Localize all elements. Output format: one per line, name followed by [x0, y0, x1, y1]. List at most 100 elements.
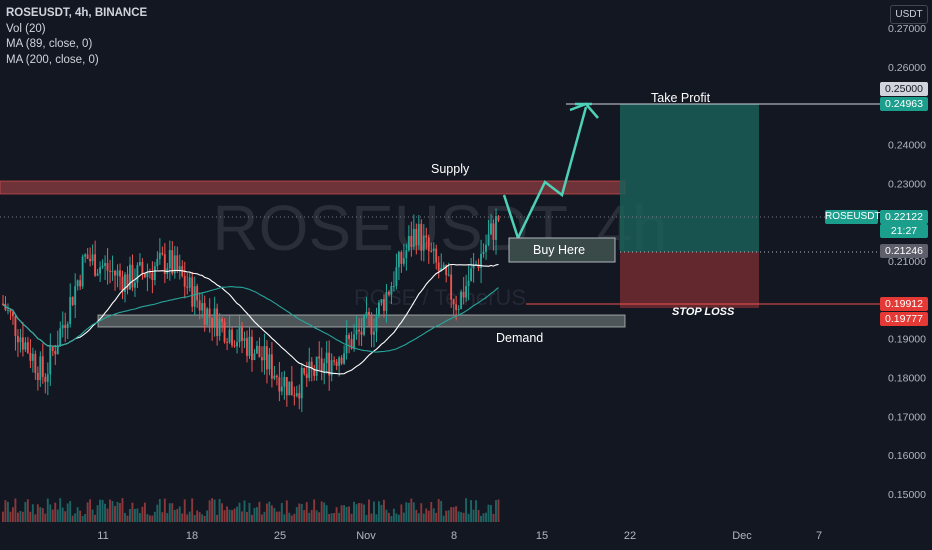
volume-bar — [387, 512, 390, 522]
legend-ma89[interactable]: MA (89, close, 0) — [6, 38, 93, 50]
volume-bar — [432, 508, 435, 522]
volume-bar — [460, 512, 463, 522]
candle-body — [353, 334, 355, 349]
candle-body — [412, 228, 415, 247]
volume-bar — [470, 500, 473, 522]
candle-body — [450, 274, 453, 300]
volume-bar — [183, 499, 186, 522]
volume-bar — [330, 513, 333, 522]
legend-ma200[interactable]: MA (200, close, 0) — [6, 53, 99, 66]
volume-bar — [133, 508, 136, 522]
volume-bar — [176, 508, 179, 522]
candle-body — [133, 282, 136, 288]
candle-body — [203, 303, 206, 325]
candle-body — [373, 331, 375, 335]
take-profit-price-label: 0.24963 — [880, 97, 928, 111]
demand-label: Demand — [496, 331, 544, 345]
volume-bar — [298, 503, 301, 522]
volume-bar — [51, 509, 54, 522]
volume-bar — [193, 515, 196, 522]
volume-bar — [213, 499, 216, 522]
candle-body — [14, 316, 17, 337]
candle-body — [104, 263, 106, 266]
candle-body — [84, 254, 87, 257]
candle-body — [173, 255, 176, 274]
volume-bar — [412, 502, 415, 522]
currency-unit-button[interactable]: USDT — [890, 5, 928, 24]
volume-bar — [243, 500, 246, 522]
candle-body — [183, 276, 186, 287]
candle-body — [470, 268, 473, 281]
legend-symbol[interactable]: ROSEUSDT, 4h, BINANCE — [6, 7, 148, 19]
candle-body — [328, 352, 331, 376]
candle-body — [290, 381, 293, 396]
moving-averages — [2, 263, 499, 375]
volume-bar — [59, 498, 62, 522]
volume-bar — [96, 505, 99, 522]
candle-body — [49, 346, 52, 375]
time-tick: Nov — [356, 530, 376, 542]
volume-bar — [305, 502, 308, 522]
volume-bar — [226, 506, 228, 522]
candle-body — [81, 256, 84, 287]
candle-body — [495, 216, 497, 240]
candle-body — [480, 253, 482, 269]
candle-body — [94, 254, 97, 276]
symbol-price-tag: ROSEUSDT — [825, 210, 881, 224]
volume-bar — [89, 499, 92, 522]
candle-body — [435, 248, 438, 263]
supply-label: Supply — [431, 162, 470, 176]
volume-bar — [467, 513, 470, 522]
candle-body — [343, 353, 346, 364]
candle-body — [178, 266, 181, 272]
candle-body — [278, 377, 281, 392]
candle-body — [467, 280, 470, 287]
volume-bar — [186, 514, 189, 522]
candle-body — [370, 315, 373, 335]
volume-bar — [248, 502, 251, 522]
volume-bar — [492, 513, 495, 522]
legend-volume[interactable]: Vol (20) — [6, 22, 46, 35]
volume-bar — [79, 510, 82, 522]
volume-bar — [293, 513, 296, 522]
candle-body — [425, 235, 428, 238]
volume-bar — [368, 499, 370, 522]
candle-body — [390, 286, 393, 295]
volume-bar — [181, 513, 184, 522]
volume-bar — [377, 501, 380, 522]
volume-bar — [495, 500, 497, 522]
candle-body — [69, 296, 72, 324]
candle-body — [397, 252, 400, 268]
volume-bar — [373, 501, 375, 522]
time-tick: 22 — [623, 530, 637, 542]
volume-bar — [343, 505, 346, 522]
volume-bar — [221, 503, 224, 522]
candle-body — [330, 360, 333, 376]
candle-body — [146, 272, 149, 278]
candle-body — [233, 345, 236, 347]
candle-body — [255, 345, 258, 354]
volume-bar — [141, 506, 144, 522]
volume-bar — [472, 509, 475, 522]
volume-bar — [16, 512, 19, 522]
volume-bar — [320, 501, 323, 522]
volume-bar — [198, 512, 201, 522]
candle-body — [31, 353, 34, 361]
volume-bar — [335, 507, 338, 522]
volume-bar — [328, 513, 331, 522]
volume-bar — [241, 511, 243, 522]
volume-bar — [56, 509, 59, 522]
candle-body — [76, 280, 79, 287]
candle-body — [422, 235, 425, 251]
candle-body — [66, 323, 69, 329]
candle-body — [323, 363, 326, 372]
buy-here-label: Buy Here — [533, 243, 586, 257]
volume-bar — [452, 507, 455, 522]
volume-bar — [487, 504, 490, 522]
volume-bar — [360, 503, 363, 522]
volume-bar — [300, 504, 303, 522]
volume-bar — [104, 503, 106, 522]
volume-bar — [477, 510, 480, 522]
candle-body — [86, 254, 89, 259]
